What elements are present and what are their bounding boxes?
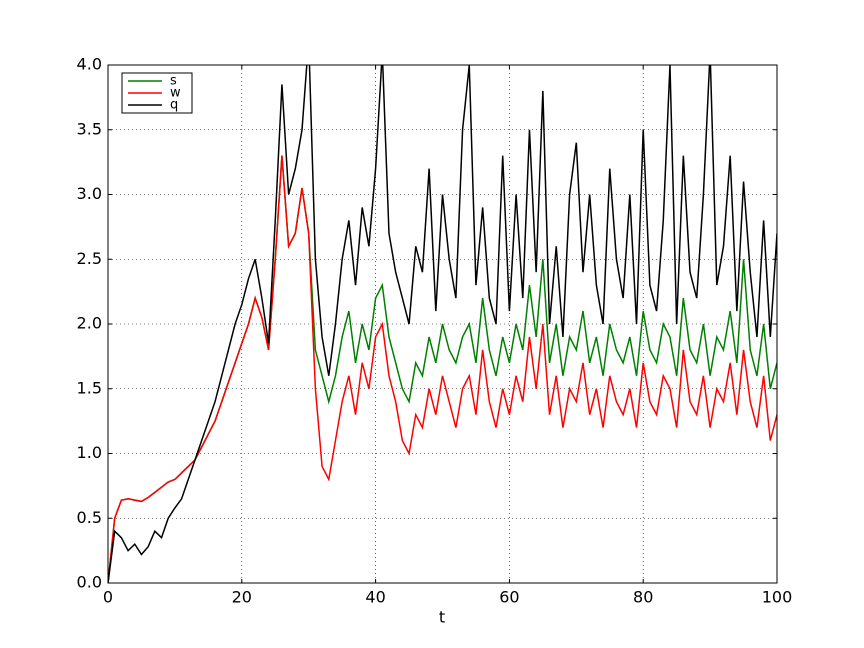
plot-area [108,65,777,583]
y-tick-label: 3.0 [77,184,102,203]
x-tick-label: 60 [499,588,519,607]
y-tick-label: 2.5 [77,249,102,268]
y-tick-label: 1.0 [77,443,102,462]
x-axis-label: t [439,608,445,627]
y-tick-label: 0.5 [77,508,102,527]
x-tick-label: 100 [762,588,793,607]
legend-label: q [170,98,178,113]
series-line [108,155,777,583]
y-tick-label: 2.0 [77,314,102,333]
x-tick-label: 0 [103,588,113,607]
series-line [108,65,777,583]
legend-label: s [170,74,177,89]
y-tick-label: 3.5 [77,119,102,138]
y-tick-label: 1.5 [77,378,102,397]
y-tick-label: 0.0 [77,573,102,592]
x-tick-label: 80 [633,588,653,607]
x-tick-label: 20 [232,588,252,607]
y-tick-label: 4.0 [77,55,102,74]
legend-label: w [170,86,181,101]
axes-frame [107,64,778,584]
x-tick-label: 40 [365,588,385,607]
